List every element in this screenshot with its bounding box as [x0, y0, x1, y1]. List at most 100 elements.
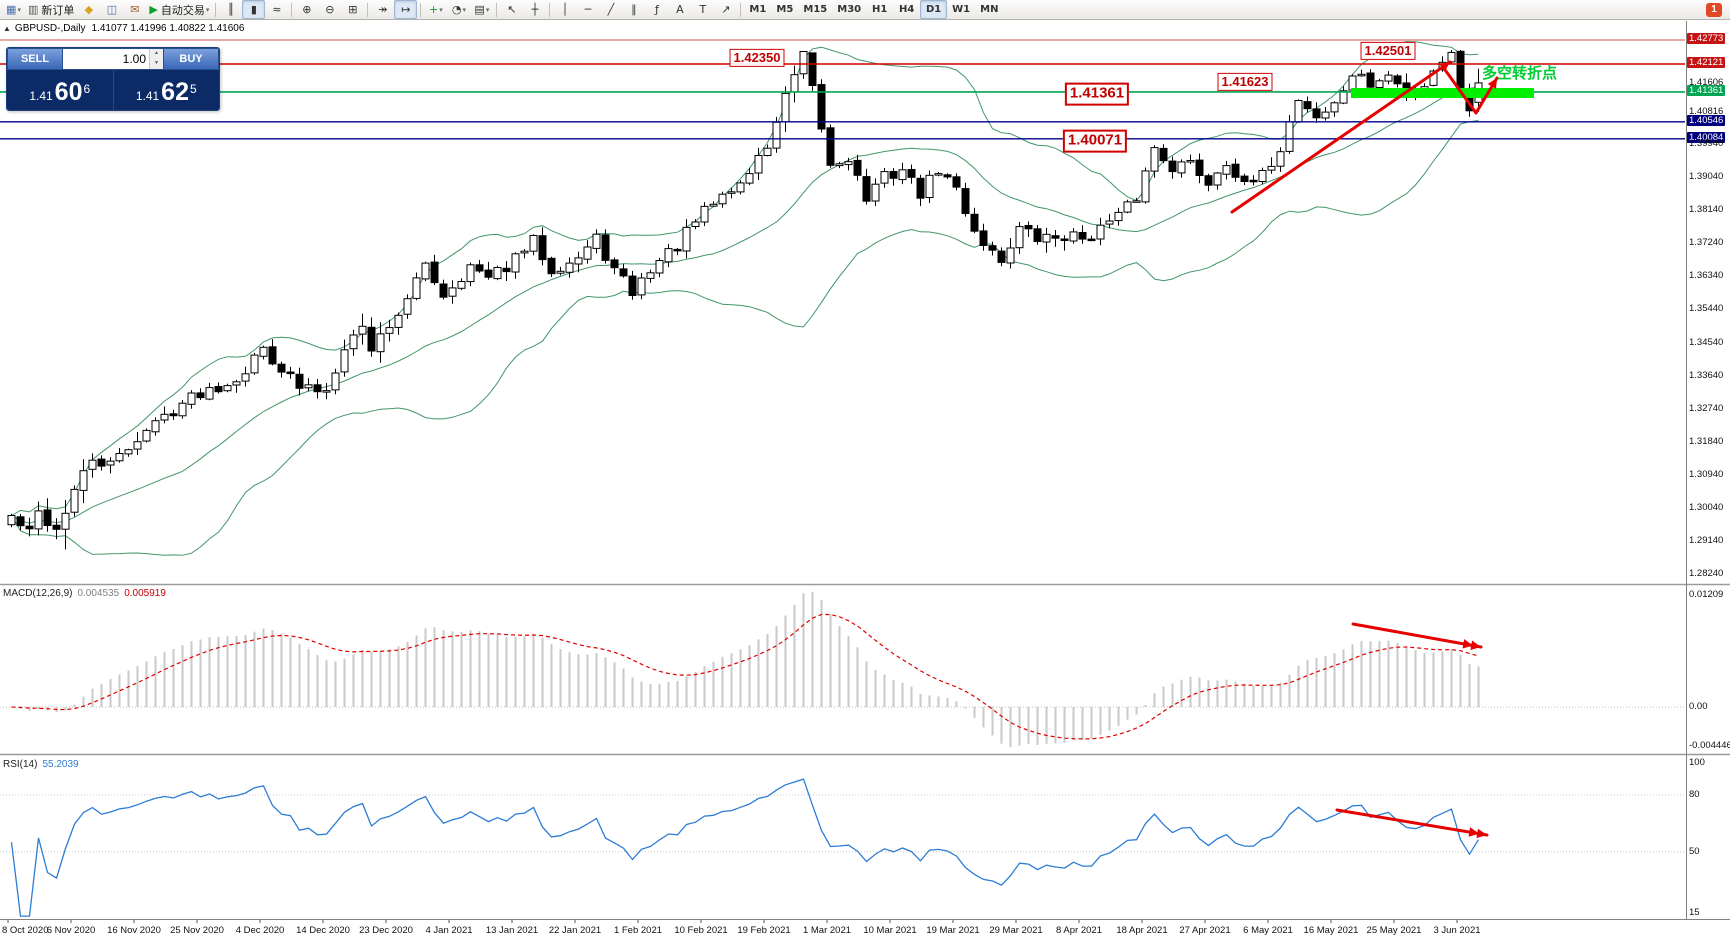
candle-body [727, 191, 736, 194]
auto-scroll-icon[interactable]: ↠ [378, 3, 388, 16]
vertical-line-icon[interactable]: │ [561, 3, 569, 16]
chinese-annotation[interactable]: 多空转折点 [1482, 65, 1558, 82]
notifications-badge[interactable]: 1 [1706, 3, 1722, 17]
price-tick-label: 1.31840 [1689, 435, 1724, 447]
candle-body [1285, 121, 1294, 152]
chart-candles-icon[interactable]: ▮ [242, 0, 266, 19]
candle-body [1087, 238, 1096, 242]
volume-input[interactable] [63, 49, 149, 69]
tile-windows-icon[interactable]: ⊞ [348, 3, 358, 16]
cursor-icon[interactable]: ↖ [507, 3, 517, 16]
price-level-label: 1.40816 [1689, 105, 1724, 117]
navigator-icon[interactable]: ◫ [106, 3, 118, 16]
market-watch-icon[interactable]: ◆ [84, 3, 94, 16]
chart-shift-icon[interactable]: ↦ [394, 0, 418, 19]
chart-bars-icon[interactable]: ║ [227, 3, 235, 16]
chart-title-bar: ▲ GBPUSD-,Daily 1.41077 1.41996 1.40822 1.… [3, 23, 244, 34]
candle-body [493, 267, 502, 280]
toolbar-buttons: ▦ ▾ ▥ 新订单 ◆ ◫ ✉ ▶ 自动交易 ▾ ║ ▮ ≈ ⊕ ⊖ ⊞ ↠ ↦ + ▾ ◔ ▾ ▤ ▾ ↖ ┼ │ ─ ╱ ∥ ƒ A T ↗ M… [2, 0, 1003, 20]
price-tag[interactable]: 1.41361 [1064, 82, 1130, 106]
trend-arrow[interactable] [1441, 65, 1499, 115]
candle-body [466, 264, 475, 283]
templates-icon[interactable]: ▤ ▾ [474, 3, 490, 16]
price-tick-label: 1.36340 [1689, 270, 1724, 282]
candle-body [637, 277, 646, 296]
autotrading-icon[interactable]: ▶ 自动交易 ▾ [149, 3, 210, 17]
text-label-icon[interactable]: T [699, 3, 707, 16]
macd-name: MACD(12,26,9) [3, 588, 73, 599]
indicators-icon[interactable]: + ▾ [429, 3, 443, 16]
volume-up-button[interactable]: ▲ [150, 49, 163, 59]
rsi-axis-label: 50 [1689, 845, 1700, 857]
tf-d1[interactable]: D1 [920, 0, 948, 19]
ask-price[interactable]: 1.41 62 5 [114, 70, 220, 110]
new-order-icon[interactable]: ▥ 新订单 [28, 3, 75, 17]
candle-body [43, 509, 52, 526]
candle-body [1033, 228, 1042, 243]
chart-line-icon[interactable]: ≈ [272, 3, 282, 16]
equidistant-channel-icon[interactable]: ∥ [631, 3, 637, 16]
candle-body [484, 269, 493, 278]
new-chart-icon[interactable]: ▦ ▾ [6, 3, 21, 16]
volume-down-button[interactable]: ▼ [150, 59, 163, 69]
terminal-icon[interactable]: ✉ [130, 3, 140, 16]
candle-body [664, 248, 673, 263]
toolbar-separator [549, 2, 551, 17]
tf-mn[interactable]: MN [980, 4, 999, 15]
price-tick-label: 1.34540 [1689, 336, 1724, 348]
crosshair-icon[interactable]: ┼ [531, 3, 539, 16]
candle-body [1168, 160, 1177, 173]
tf-m5[interactable]: M5 [776, 4, 794, 15]
tf-w1[interactable]: W1 [952, 4, 971, 15]
highlight-zone[interactable] [1351, 88, 1534, 98]
tf-h1[interactable]: H1 [871, 4, 888, 15]
candle-body [25, 525, 34, 530]
candle-body [187, 392, 196, 405]
trend-arrow[interactable] [1351, 622, 1483, 649]
candle-body [1114, 211, 1123, 222]
candle-body [1231, 163, 1240, 178]
candle-body [691, 221, 700, 227]
tf-m15[interactable]: M15 [803, 4, 828, 15]
price-tag[interactable]: 1.42501 [1360, 41, 1416, 61]
bid-price[interactable]: 1.41 60 6 [7, 70, 114, 110]
time-label: 23 Dec 2020 [359, 925, 413, 936]
zoom-in-icon[interactable]: ⊕ [302, 3, 312, 16]
price-tag[interactable]: 1.41623 [1217, 72, 1273, 92]
sell-button[interactable]: SELL [7, 48, 63, 70]
trend-arrow[interactable] [1335, 808, 1489, 837]
candle-body [889, 171, 898, 179]
tf-m30[interactable]: M30 [837, 4, 862, 15]
candle-body [457, 281, 466, 289]
arrows-tool-icon[interactable]: ↗ [721, 3, 731, 16]
candle-body [376, 333, 385, 353]
time-label: 8 Apr 2021 [1056, 925, 1102, 936]
price-tick-label: 1.33640 [1689, 369, 1724, 381]
fibonacci-icon[interactable]: ƒ [654, 3, 659, 16]
candle-body [1447, 51, 1456, 63]
text-icon[interactable]: A [676, 3, 684, 16]
rsi-indicator-label: RSI(14) 55.2039 [3, 759, 79, 770]
price-tag[interactable]: 1.40071 [1062, 129, 1128, 153]
trendline-icon[interactable]: ╱ [607, 3, 615, 16]
price-level-label: 1.41361 [1687, 84, 1726, 96]
tf-h4[interactable]: H4 [898, 4, 915, 15]
trend-arrow[interactable] [1230, 60, 1452, 214]
candle-body [1276, 151, 1285, 167]
buy-button[interactable]: BUY [163, 48, 219, 70]
candle-body [655, 260, 664, 274]
price-tick-label: 1.39040 [1689, 171, 1724, 183]
candle-body [394, 314, 403, 328]
macd-axis-label: 0.00 [1689, 701, 1708, 712]
candle-body [1366, 72, 1375, 88]
time-label: 27 Apr 2021 [1179, 925, 1231, 936]
horizontal-line-icon[interactable]: ─ [584, 3, 592, 16]
tf-m1[interactable]: M1 [749, 4, 767, 15]
candle-body [412, 277, 421, 299]
collapse-icon[interactable]: ▲ [3, 24, 11, 33]
candle-body [214, 386, 223, 393]
price-tag[interactable]: 1.42350 [729, 48, 785, 68]
periods-icon[interactable]: ◔ ▾ [451, 3, 466, 16]
zoom-out-icon[interactable]: ⊖ [325, 3, 335, 16]
